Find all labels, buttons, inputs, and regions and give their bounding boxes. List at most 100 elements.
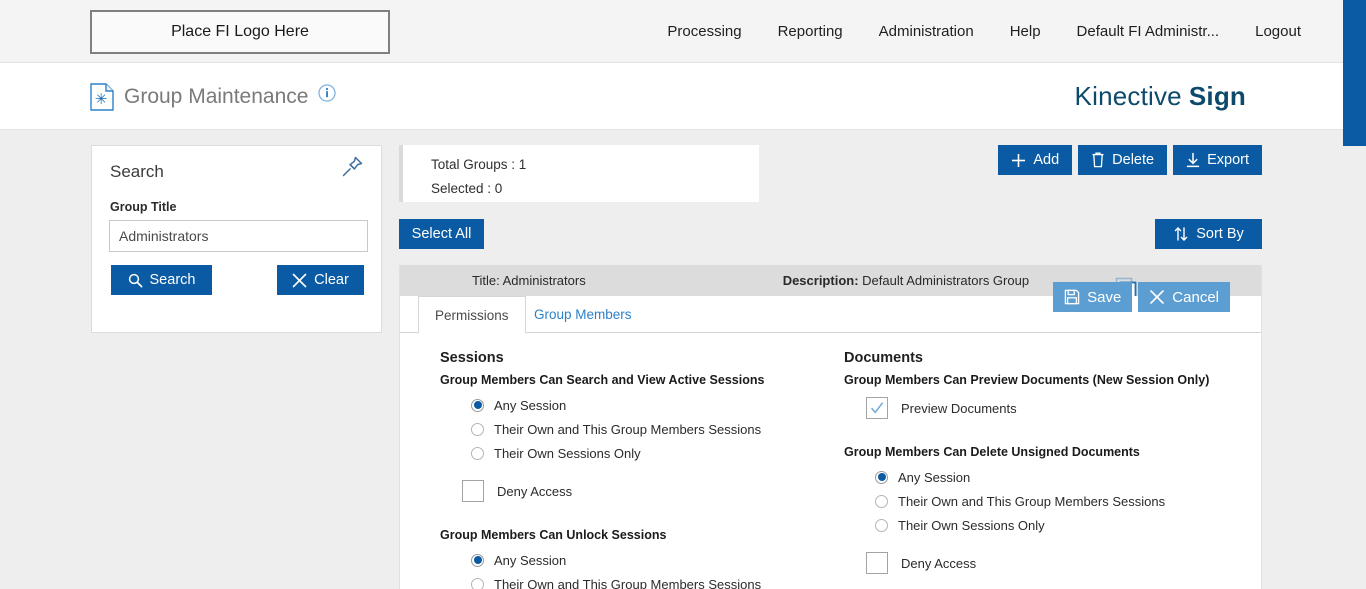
nav-reporting[interactable]: Reporting xyxy=(777,23,843,40)
nav-help[interactable]: Help xyxy=(1009,23,1041,40)
record-description: Description: Default Administrators Grou… xyxy=(783,273,1029,288)
radio-icon[interactable] xyxy=(471,446,484,460)
delete-button[interactable]: Delete xyxy=(1078,145,1168,175)
tab-permissions[interactable]: Permissions xyxy=(418,296,526,334)
search-icon xyxy=(128,273,143,288)
preview-documents-row[interactable]: Preview Documents xyxy=(866,393,1244,423)
top-header-bar: Place FI Logo Here Processing Reporting … xyxy=(0,0,1343,63)
deny-access-row[interactable]: Deny Access xyxy=(866,548,1244,578)
download-icon xyxy=(1186,152,1200,168)
record-description-label: Description: xyxy=(782,273,859,288)
clear-button[interactable]: Clear xyxy=(277,265,364,295)
radio-icon[interactable] xyxy=(875,494,888,508)
radio-option[interactable]: Their Own Sessions Only xyxy=(471,441,840,465)
radio-label: Their Own and This Group Members Session… xyxy=(494,576,762,589)
close-icon xyxy=(292,273,307,288)
deny-access-label: Deny Access xyxy=(497,483,573,499)
export-button[interactable]: Export xyxy=(1173,145,1262,175)
search-panel: Search Group Title xyxy=(91,145,382,333)
radio-option[interactable]: Their Own and This Group Members Session… xyxy=(471,572,840,589)
nav-logout[interactable]: Logout xyxy=(1255,23,1301,40)
save-cancel-group: Save Cancel xyxy=(1053,282,1230,312)
radio-option[interactable]: Their Own and This Group Members Session… xyxy=(875,489,1244,513)
permissions-panel: Sessions Group Members Can Search and Vi… xyxy=(400,333,1261,589)
add-button[interactable]: Add xyxy=(998,145,1073,175)
search-panel-header: Search xyxy=(92,146,381,182)
permissions-column-sessions: Sessions Group Members Can Search and Vi… xyxy=(440,350,840,589)
save-button-label: Save xyxy=(1087,288,1122,306)
group-title-input[interactable] xyxy=(109,220,368,252)
radio-label: Any Session xyxy=(494,552,567,568)
deny-access-label: Deny Access xyxy=(901,555,977,571)
documents-section-title: Documents xyxy=(844,350,923,366)
group-record-panel: Title: Administrators Description: Defau… xyxy=(399,265,1262,589)
save-disk-icon xyxy=(1064,289,1080,305)
save-button[interactable]: Save xyxy=(1053,282,1133,312)
group-title-input-wrap xyxy=(92,214,381,252)
record-actions-toolbar: Add Delete xyxy=(998,145,1262,175)
cancel-button[interactable]: Cancel xyxy=(1138,282,1230,312)
brand-kinective: Kinective xyxy=(1074,81,1182,111)
preview-documents-label: Preview Documents xyxy=(901,400,1017,416)
radio-label: Their Own and This Group Members Session… xyxy=(898,493,1166,509)
radio-option[interactable]: Any Session xyxy=(875,465,1244,489)
page-title-band: ✳ Group Maintenance Kinective Sign xyxy=(0,63,1343,130)
radio-icon[interactable] xyxy=(875,470,888,484)
sort-by-label: Sort By xyxy=(1196,226,1244,242)
radio-icon[interactable] xyxy=(471,577,484,589)
cancel-button-label: Cancel xyxy=(1172,288,1219,306)
info-icon[interactable] xyxy=(318,83,337,102)
radio-label: Their Own and This Group Members Session… xyxy=(494,421,762,437)
totals-summary: Total Groups : 1 Selected : 0 xyxy=(399,145,759,202)
page-title: Group Maintenance xyxy=(124,84,309,108)
radio-option[interactable]: Any Session xyxy=(471,548,840,572)
delete-button-label: Delete xyxy=(1112,152,1155,168)
record-tabs: Permissions Group Members xyxy=(400,282,1261,334)
radio-icon[interactable] xyxy=(875,518,888,532)
nav-user-menu[interactable]: Default FI Administr... xyxy=(1076,23,1220,40)
plus-icon xyxy=(1011,153,1026,168)
total-groups-text: Total Groups : 1 xyxy=(431,157,527,172)
search-view-sessions-title: Group Members Can Search and View Active… xyxy=(440,373,765,387)
preview-documents-title: Group Members Can Preview Documents (New… xyxy=(844,373,1210,387)
close-icon xyxy=(1149,289,1165,305)
nav-processing[interactable]: Processing xyxy=(667,23,742,40)
export-button-label: Export xyxy=(1207,152,1249,168)
trash-icon xyxy=(1091,152,1105,168)
sort-icon xyxy=(1173,226,1189,242)
radio-icon[interactable] xyxy=(471,553,484,567)
tab-group-members[interactable]: Group Members xyxy=(518,296,648,333)
radio-icon[interactable] xyxy=(471,398,484,412)
permissions-column-documents: Documents Group Members Can Preview Docu… xyxy=(844,350,1244,589)
checkbox-checked-icon[interactable] xyxy=(866,397,888,419)
tab-permissions-label: Permissions xyxy=(435,307,509,323)
svg-text:✳: ✳ xyxy=(95,90,108,108)
record-description-value: Default Administrators Group xyxy=(862,273,1030,288)
radio-label: Their Own Sessions Only xyxy=(494,445,641,461)
nav-administration[interactable]: Administration xyxy=(878,23,974,40)
radio-label: Their Own Sessions Only xyxy=(898,517,1045,533)
record-title-value: Administrators xyxy=(502,273,586,288)
search-button[interactable]: Search xyxy=(111,265,212,295)
select-all-button[interactable]: Select All xyxy=(399,219,484,249)
radio-option[interactable]: Any Session xyxy=(471,393,840,417)
radio-icon[interactable] xyxy=(471,422,484,436)
record-title-label: Title: xyxy=(472,273,500,288)
clear-button-label: Clear xyxy=(314,272,349,288)
pin-icon[interactable] xyxy=(339,154,365,180)
unlock-sessions-title: Group Members Can Unlock Sessions xyxy=(440,528,667,542)
deny-access-row[interactable]: Deny Access xyxy=(462,476,840,506)
sort-by-button[interactable]: Sort By xyxy=(1155,219,1262,249)
radio-option[interactable]: Their Own Sessions Only xyxy=(875,513,1244,537)
right-accent-bar xyxy=(1343,0,1366,146)
record-title: Title: Administrators xyxy=(472,273,586,288)
tab-group-members-label: Group Members xyxy=(534,307,632,322)
checkbox-icon[interactable] xyxy=(866,552,888,574)
document-asterisk-icon: ✳ xyxy=(90,82,114,111)
checkbox-icon[interactable] xyxy=(462,480,484,502)
search-panel-title: Search xyxy=(110,162,164,181)
fi-logo-placeholder[interactable]: Place FI Logo Here xyxy=(90,10,390,54)
search-panel-buttons: Search Clear xyxy=(92,265,381,305)
radio-option[interactable]: Their Own and This Group Members Session… xyxy=(471,417,840,441)
